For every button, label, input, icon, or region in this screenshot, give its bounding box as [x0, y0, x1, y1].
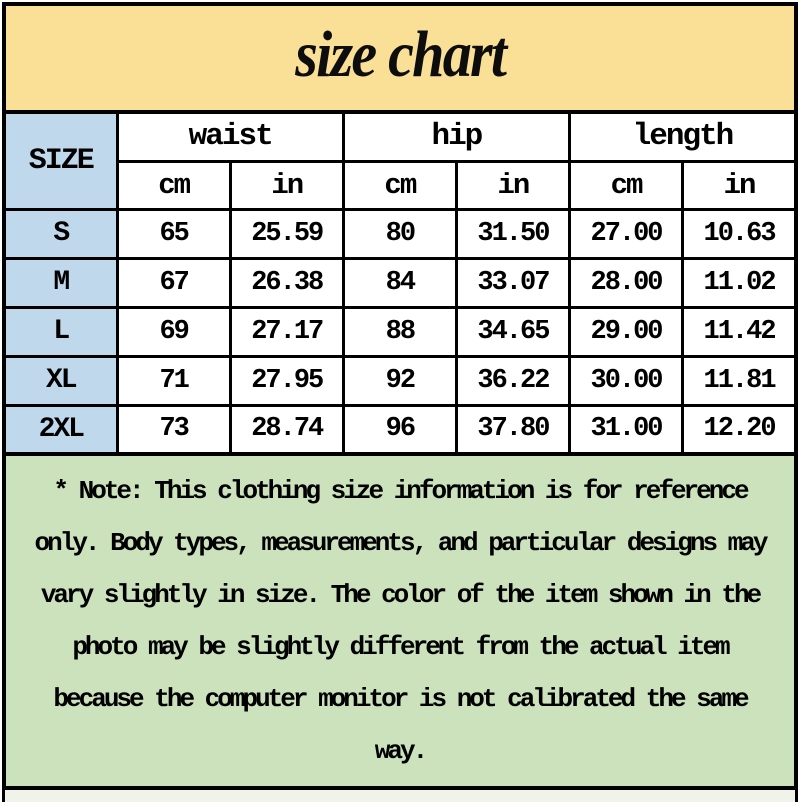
- table-row-xl: XL 71 27.95 92 36.22 30.00 11.81: [2, 354, 798, 407]
- size-corner-header: SIZE: [2, 110, 119, 211]
- unit-header-hip-in: in: [454, 159, 571, 211]
- waist-in-value: 26.38: [228, 256, 345, 309]
- hip-cm-value: 88: [341, 305, 458, 358]
- waist-cm-value: 69: [115, 305, 232, 358]
- hip-cm-value: 80: [341, 207, 458, 260]
- note-line: photo may be slightly different from the…: [72, 632, 730, 662]
- length-in-value: 10.63: [681, 207, 798, 260]
- hip-cm-value: 92: [341, 354, 458, 407]
- bottom-strip: [2, 790, 798, 802]
- size-label: S: [2, 207, 119, 260]
- group-header-hip: hip: [341, 110, 571, 163]
- size-label: L: [2, 305, 119, 358]
- waist-cm-value: 71: [115, 354, 232, 407]
- note-line: * Note: This clothing size information i…: [53, 476, 749, 506]
- waist-in-value: 27.95: [228, 354, 345, 407]
- table-row-l: L 69 27.17 88 34.65 29.00 11.42: [2, 305, 798, 358]
- note-line: because the computer monitor is not cali…: [53, 684, 749, 714]
- waist-cm-value: 65: [115, 207, 232, 260]
- waist-cm-value: 67: [115, 256, 232, 309]
- size-label: 2XL: [2, 403, 119, 456]
- hip-in-value: 33.07: [454, 256, 571, 309]
- unit-header-hip-cm: cm: [341, 159, 458, 211]
- table-row-s: S 65 25.59 80 31.50 27.00 10.63: [2, 207, 798, 260]
- unit-header-length-in: in: [681, 159, 798, 211]
- note-box: * Note: This clothing size information i…: [2, 452, 798, 790]
- note-line: only. Body types, measurements, and part…: [34, 528, 769, 558]
- unit-header-row: cm in cm in cm in: [4, 159, 798, 211]
- length-cm-value: 29.00: [567, 305, 685, 358]
- unit-header-length-cm: cm: [567, 159, 685, 211]
- hip-in-value: 36.22: [454, 354, 571, 407]
- note-line: vary slightly in size. The color of the …: [40, 580, 762, 610]
- table-row-m: M 67 26.38 84 33.07 28.00 11.02: [2, 256, 798, 309]
- hip-cm-value: 96: [341, 403, 458, 456]
- hip-in-value: 37.80: [454, 403, 571, 456]
- hip-cm-value: 84: [341, 256, 458, 309]
- group-header-row: SIZE waist hip length: [2, 110, 798, 211]
- size-label: XL: [2, 354, 119, 407]
- unit-header-waist-cm: cm: [115, 159, 232, 211]
- length-in-value: 12.20: [681, 403, 798, 456]
- length-cm-value: 28.00: [567, 256, 685, 309]
- title-banner: size chart: [2, 2, 798, 114]
- length-in-value: 11.81: [681, 354, 798, 407]
- length-in-value: 11.02: [681, 256, 798, 309]
- size-label: M: [2, 256, 119, 309]
- hip-in-value: 34.65: [454, 305, 571, 358]
- waist-cm-value: 73: [115, 403, 232, 456]
- size-table: SIZE waist hip length cm in cm in cm in …: [2, 110, 798, 456]
- waist-in-value: 27.17: [228, 305, 345, 358]
- waist-in-value: 25.59: [228, 207, 345, 260]
- note-line: way.: [374, 736, 428, 766]
- group-header-waist: waist: [115, 110, 345, 163]
- unit-header-waist-in: in: [228, 159, 345, 211]
- length-in-value: 11.42: [681, 305, 798, 358]
- page-title: size chart: [295, 18, 507, 91]
- group-header-length: length: [567, 110, 798, 163]
- length-cm-value: 27.00: [567, 207, 685, 260]
- hip-in-value: 31.50: [454, 207, 571, 260]
- waist-in-value: 28.74: [228, 403, 345, 456]
- length-cm-value: 30.00: [567, 354, 685, 407]
- length-cm-value: 31.00: [567, 403, 685, 456]
- table-row-2xl: 2XL 73 28.74 96 37.80 31.00 12.20: [2, 403, 798, 456]
